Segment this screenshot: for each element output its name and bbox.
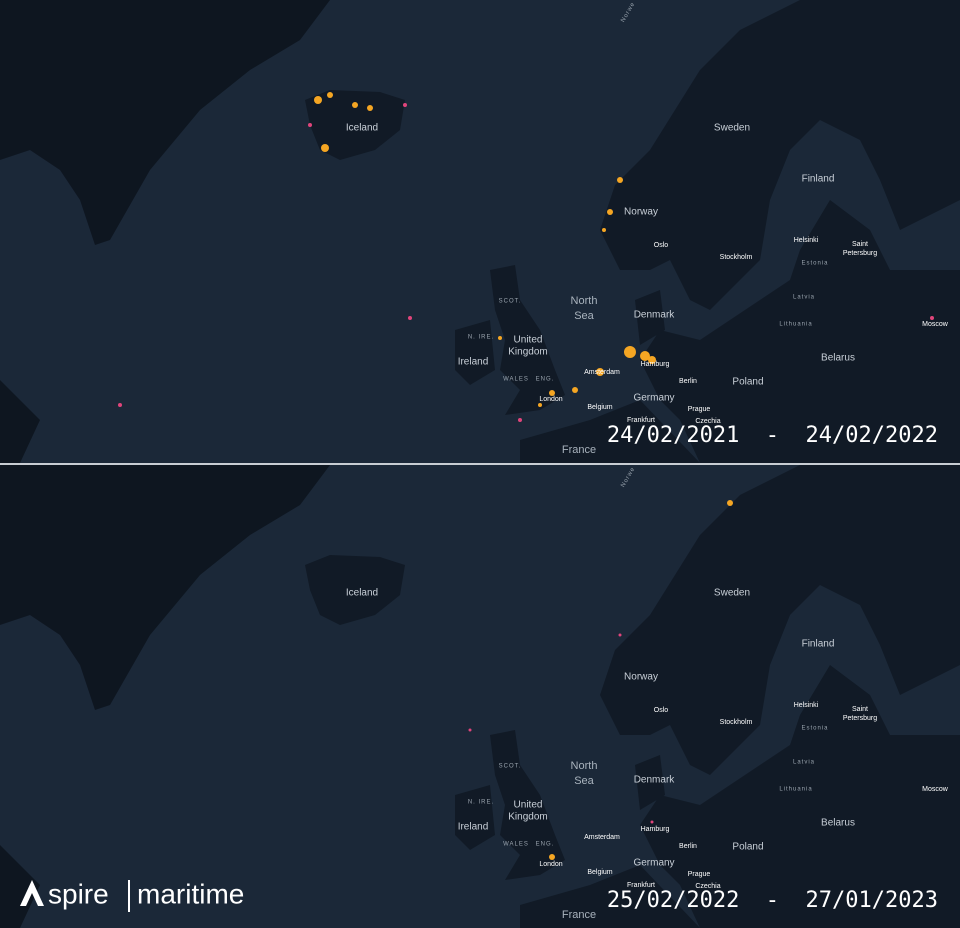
- place-label: Helsinki: [794, 702, 819, 709]
- place-label: N. IRE.: [468, 335, 494, 341]
- place-label: Finland: [802, 174, 835, 185]
- place-label: Denmark: [634, 310, 676, 321]
- place-label: Finland: [802, 639, 835, 650]
- date-range: 25/02/2022 - 27/01/2023: [607, 888, 938, 913]
- place-label: Denmark: [634, 775, 676, 786]
- place-label: SCOT.: [499, 764, 522, 770]
- place-label: Prague: [688, 871, 711, 878]
- place-label: WALES: [503, 377, 529, 383]
- place-label: Moscow: [922, 786, 949, 793]
- place-label: United: [514, 335, 543, 346]
- vessel-dots: [118, 92, 934, 422]
- place-label: Czechia: [695, 883, 720, 890]
- place-label: Stockholm: [720, 254, 753, 261]
- place-label: Lithuania: [779, 787, 812, 793]
- place-label: Berlin: [679, 843, 697, 850]
- logo-icon: [20, 880, 44, 906]
- place-label: Oslo: [654, 242, 669, 249]
- place-label: London: [539, 861, 562, 868]
- logo-brand: spire: [48, 878, 109, 909]
- place-label: Hamburg: [641, 361, 670, 368]
- place-label: Saint: [852, 706, 868, 713]
- logo-product: maritime: [137, 878, 244, 909]
- place-label: Saint: [852, 241, 868, 248]
- place-label: Belarus: [821, 818, 855, 829]
- place-label: Germany: [633, 393, 674, 404]
- place-label: North: [571, 295, 598, 307]
- place-label: Stockholm: [720, 719, 753, 726]
- place-label: North: [571, 760, 598, 772]
- place-label: Czechia: [695, 418, 720, 425]
- place-label: Petersburg: [843, 250, 877, 257]
- place-label: Poland: [732, 842, 763, 853]
- place-label: Norway: [624, 672, 658, 683]
- logo: spire maritime: [20, 878, 244, 912]
- place-label: London: [539, 396, 562, 403]
- place-label: Sweden: [714, 588, 750, 599]
- place-label: Poland: [732, 377, 763, 388]
- place-label: Sea: [574, 775, 594, 787]
- place-label: Belgium: [587, 869, 612, 876]
- place-label: Estonia: [801, 261, 828, 267]
- place-label: United: [514, 800, 543, 811]
- place-label: France: [562, 444, 596, 456]
- place-label: Lithuania: [779, 322, 812, 328]
- place-label: Kingdom: [508, 347, 547, 358]
- date-range: 24/02/2021 - 24/02/2022: [607, 423, 938, 448]
- place-label: Frankfurt: [627, 417, 655, 424]
- place-label: Ireland: [458, 357, 489, 368]
- place-label: Amsterdam: [584, 834, 620, 841]
- place-label: Hamburg: [641, 826, 670, 833]
- place-label: Iceland: [346, 588, 378, 599]
- place-label: ENG.: [536, 842, 555, 848]
- place-label: Frankfurt: [627, 882, 655, 889]
- place-label: Oslo: [654, 707, 669, 714]
- place-label: Moscow: [922, 321, 949, 328]
- place-label: Iceland: [346, 123, 378, 134]
- place-label: Norway: [624, 207, 658, 218]
- place-label: Belarus: [821, 353, 855, 364]
- place-label: Sea: [574, 310, 594, 322]
- place-label: Sweden: [714, 123, 750, 134]
- place-label: Kingdom: [508, 812, 547, 823]
- place-label: WALES: [503, 842, 529, 848]
- place-label: France: [562, 909, 596, 921]
- place-label: Latvia: [793, 760, 815, 766]
- place-label: Prague: [688, 406, 711, 413]
- logo-separator: [128, 880, 130, 912]
- divider: [0, 463, 960, 465]
- vessel-dots: [468, 500, 733, 860]
- place-label: Ireland: [458, 822, 489, 833]
- place-label: ENG.: [536, 377, 555, 383]
- place-label: Latvia: [793, 295, 815, 301]
- place-label: Petersburg: [843, 715, 877, 722]
- place-label: Berlin: [679, 378, 697, 385]
- place-label: N. IRE.: [468, 800, 494, 806]
- place-label: Estonia: [801, 726, 828, 732]
- place-label: Belgium: [587, 404, 612, 411]
- place-label: Germany: [633, 858, 674, 869]
- place-label: SCOT.: [499, 299, 522, 305]
- place-label: Amsterdam: [584, 369, 620, 376]
- place-label: Helsinki: [794, 237, 819, 244]
